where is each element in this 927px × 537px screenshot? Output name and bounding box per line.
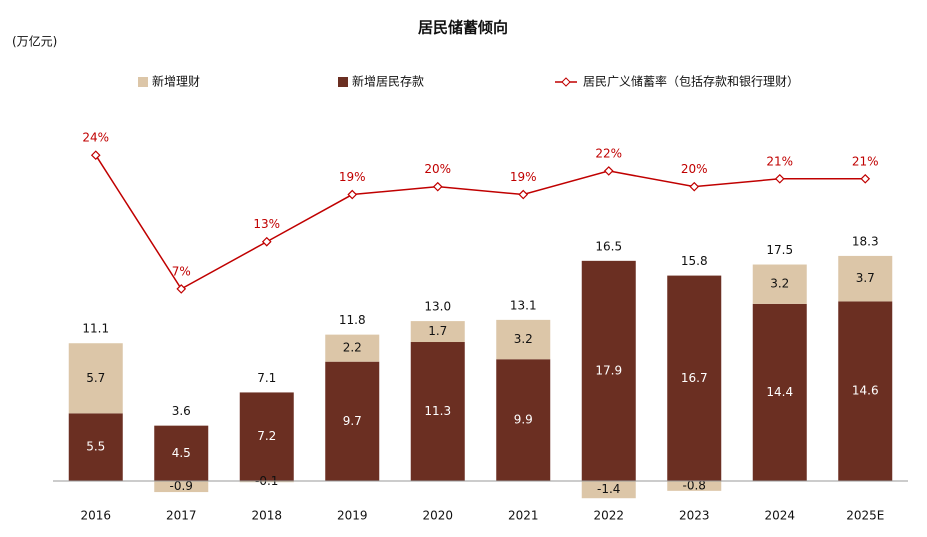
total-label: 11.1 bbox=[82, 322, 109, 336]
value-label: 4.5 bbox=[172, 446, 191, 460]
line-value-label: 24% bbox=[82, 131, 109, 145]
bar-segment bbox=[68, 343, 123, 414]
x-tick-label: 2023 bbox=[679, 509, 710, 523]
unit-label: (万亿元) bbox=[12, 34, 57, 49]
bar-segment bbox=[325, 361, 380, 481]
value-label: 3.2 bbox=[514, 332, 533, 346]
value-label: 14.4 bbox=[766, 385, 793, 399]
value-label: 2.2 bbox=[343, 341, 362, 355]
line-marker bbox=[176, 284, 187, 294]
x-tick-label: 2017 bbox=[166, 509, 197, 523]
line-marker bbox=[774, 173, 785, 184]
value-label: -1.4 bbox=[597, 482, 620, 496]
bar-segment bbox=[154, 425, 209, 481]
value-label: 17.9 bbox=[595, 363, 622, 377]
line-marker bbox=[432, 181, 443, 192]
x-tick-label: 2021 bbox=[508, 509, 539, 523]
total-label: 13.0 bbox=[424, 300, 451, 314]
line-marker bbox=[518, 189, 529, 200]
chart-title: 居民储蓄倾向 bbox=[418, 19, 508, 37]
bar-segment bbox=[239, 481, 294, 483]
line-marker bbox=[261, 236, 272, 247]
x-tick-label: 2020 bbox=[422, 509, 453, 523]
x-tick-label: 2022 bbox=[593, 509, 624, 523]
x-tick-label: 2018 bbox=[251, 509, 282, 523]
total-label: 3.6 bbox=[172, 404, 191, 418]
line-marker bbox=[689, 181, 700, 192]
legend-swatch bbox=[338, 77, 348, 87]
legend-marker bbox=[561, 77, 571, 87]
x-tick-label: 2019 bbox=[337, 509, 368, 523]
bar-segment bbox=[667, 481, 722, 491]
line-value-label: 19% bbox=[510, 170, 537, 184]
value-label: 5.5 bbox=[86, 440, 105, 454]
total-label: 15.8 bbox=[681, 254, 708, 268]
bar-segment bbox=[581, 481, 636, 499]
value-label: -0.8 bbox=[683, 478, 706, 492]
legend-label: 新增理财 bbox=[152, 74, 200, 89]
value-label: 5.7 bbox=[86, 371, 105, 385]
legend-label: 居民广义储蓄率（包括存款和银行理财） bbox=[583, 74, 799, 89]
line-value-label: 20% bbox=[424, 162, 451, 176]
x-tick-label: 2025E bbox=[846, 509, 884, 523]
value-label: 9.9 bbox=[514, 413, 533, 427]
line-value-label: 13% bbox=[253, 217, 280, 231]
value-label: 11.3 bbox=[424, 404, 451, 418]
legend-swatch bbox=[138, 77, 148, 87]
value-label: 14.6 bbox=[852, 384, 879, 398]
total-label: 17.5 bbox=[766, 243, 793, 257]
total-label: 11.8 bbox=[339, 313, 366, 327]
value-label: 1.7 bbox=[428, 324, 447, 338]
line-value-label: 22% bbox=[595, 146, 622, 160]
value-label: 16.7 bbox=[681, 371, 708, 385]
bar-segment bbox=[667, 275, 722, 481]
line-value-label: 21% bbox=[766, 154, 793, 168]
bar-segment bbox=[838, 255, 893, 302]
line-value-label: 20% bbox=[681, 162, 708, 176]
bar-segment bbox=[581, 260, 636, 481]
total-label: 13.1 bbox=[510, 298, 537, 312]
line bbox=[95, 154, 866, 290]
bar-segment bbox=[410, 321, 465, 343]
value-label: 3.2 bbox=[770, 277, 789, 291]
value-label: 9.7 bbox=[343, 414, 362, 428]
bar-segment bbox=[410, 342, 465, 481]
bar-segment bbox=[838, 301, 893, 481]
bar-segment bbox=[68, 413, 123, 481]
line-value-label: 21% bbox=[852, 154, 879, 168]
bar-segment bbox=[496, 319, 551, 360]
line-value-label: 7% bbox=[172, 264, 191, 278]
legend-label: 新增居民存款 bbox=[352, 74, 424, 89]
total-label: 7.1 bbox=[257, 371, 276, 385]
total-label: 16.5 bbox=[595, 239, 622, 253]
line-marker bbox=[347, 189, 358, 200]
bar-segment bbox=[752, 264, 807, 304]
bar-segment bbox=[239, 392, 294, 481]
total-label: 18.3 bbox=[852, 234, 879, 248]
bar-segment bbox=[752, 303, 807, 481]
line-value-label: 19% bbox=[339, 170, 366, 184]
value-label: -0.9 bbox=[170, 479, 193, 493]
bar-segment bbox=[325, 334, 380, 362]
bar-segment bbox=[496, 359, 551, 481]
value-label: 7.2 bbox=[257, 429, 276, 443]
line-marker bbox=[90, 150, 101, 161]
line-marker bbox=[603, 166, 614, 176]
x-tick-label: 2016 bbox=[80, 509, 111, 523]
bar-segment bbox=[154, 481, 209, 493]
x-tick-label: 2024 bbox=[764, 509, 795, 523]
value-label: 3.7 bbox=[856, 271, 875, 285]
line-marker bbox=[860, 173, 871, 184]
